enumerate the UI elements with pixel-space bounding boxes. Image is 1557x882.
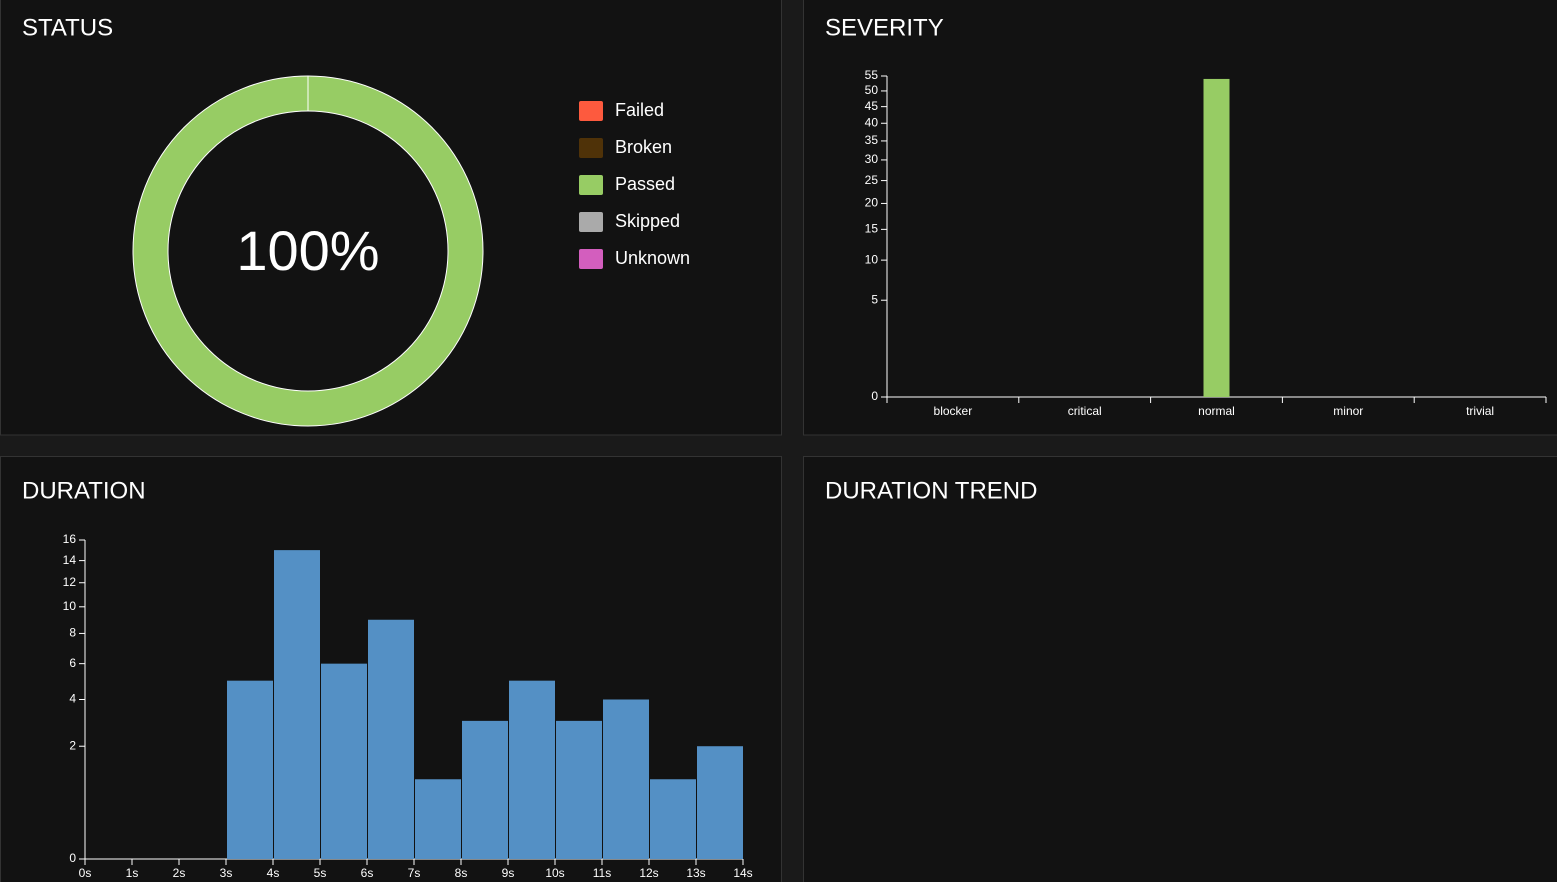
y-tick-label: 10 [865, 252, 879, 266]
y-tick-label: 35 [865, 133, 879, 147]
x-tick-label: 8s [455, 866, 468, 880]
histogram-bar [603, 699, 649, 859]
y-tick-label: 8 [69, 626, 76, 640]
x-tick-label: trivial [1466, 404, 1494, 418]
y-tick-label: 20 [865, 196, 879, 210]
histogram-bar [697, 746, 743, 859]
histogram-bar [227, 680, 273, 859]
histogram-bar [415, 779, 461, 859]
panel-title: DURATION [22, 477, 146, 504]
y-tick-label: 4 [69, 692, 76, 706]
x-tick-label: normal [1198, 404, 1235, 418]
y-tick-label: 10 [63, 599, 77, 613]
x-tick-label: 5s [314, 866, 327, 880]
histogram-bar [368, 619, 414, 859]
y-tick-label: 40 [865, 115, 879, 129]
y-tick-label: 0 [871, 389, 878, 403]
panel-title: SEVERITY [825, 14, 944, 41]
x-tick-label: 2s [173, 866, 186, 880]
x-tick-label: 7s [408, 866, 421, 880]
x-tick-label: critical [1068, 404, 1102, 418]
center-label: 100% [236, 219, 379, 282]
legend-label: Failed [615, 100, 664, 120]
legend-swatch [579, 101, 603, 121]
bar [1203, 78, 1230, 397]
y-tick-label: 2 [69, 738, 76, 752]
y-tick-label: 16 [63, 532, 77, 546]
y-tick-label: 6 [69, 656, 76, 670]
histogram-bar [462, 720, 508, 859]
x-tick-label: minor [1333, 404, 1363, 418]
legend-label: Unknown [615, 248, 690, 268]
y-tick-label: 0 [69, 851, 76, 865]
legend-swatch [579, 249, 603, 269]
y-tick-label: 14 [63, 553, 77, 567]
y-tick-label: 25 [865, 173, 879, 187]
legend-label: Broken [615, 137, 672, 157]
x-tick-label: 11s [593, 866, 611, 880]
y-tick-label: 12 [63, 575, 77, 589]
legend-swatch [579, 212, 603, 232]
histogram-bar [556, 720, 602, 859]
x-tick-label: blocker [934, 404, 973, 418]
legend-label: Passed [615, 174, 675, 194]
y-tick-label: 55 [865, 68, 879, 82]
x-tick-label: 13s [686, 866, 705, 880]
y-tick-label: 45 [865, 99, 879, 113]
x-tick-label: 14s [733, 866, 752, 880]
legend-swatch [579, 175, 603, 195]
x-tick-label: 10s [545, 866, 564, 880]
histogram-bar [274, 550, 320, 859]
y-tick-label: 30 [865, 152, 879, 166]
histogram-bar [650, 779, 696, 859]
x-tick-label: 4s [267, 866, 280, 880]
x-tick-label: 0s [79, 866, 92, 880]
x-tick-label: 1s [126, 866, 139, 880]
pie-segment [132, 75, 484, 427]
y-tick-label: 50 [865, 83, 879, 97]
histogram-bar [509, 680, 555, 859]
panel [0, 0, 782, 436]
panel [803, 456, 1557, 882]
panel [803, 0, 1557, 436]
panel-title: STATUS [22, 14, 113, 41]
legend-swatch [579, 138, 603, 158]
x-tick-label: 12s [639, 866, 658, 880]
panel-title: DURATION TREND [825, 477, 1037, 504]
y-tick-label: 15 [865, 222, 879, 236]
histogram-bar [321, 663, 367, 859]
x-tick-label: 9s [502, 866, 515, 880]
y-tick-label: 5 [871, 292, 878, 306]
x-tick-label: 6s [361, 866, 374, 880]
legend-label: Skipped [615, 211, 680, 231]
x-tick-label: 3s [220, 866, 233, 880]
